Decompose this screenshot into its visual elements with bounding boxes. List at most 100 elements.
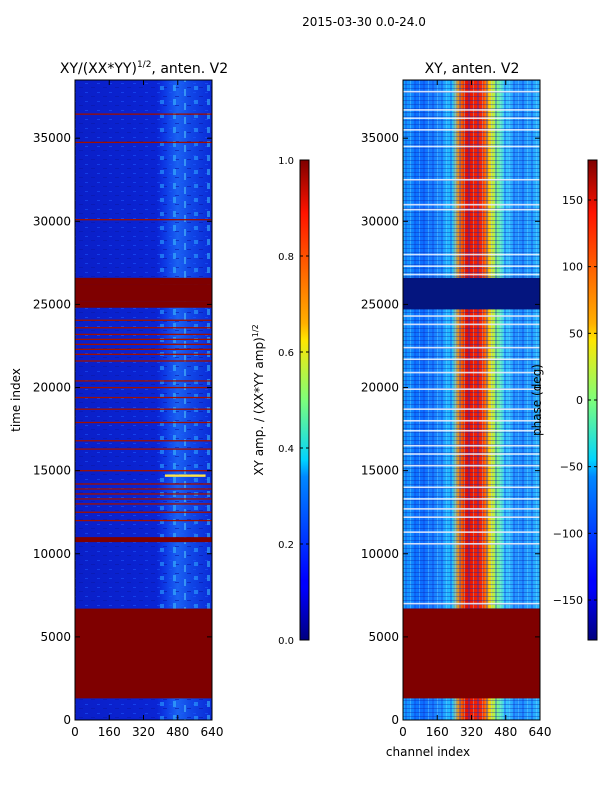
- amplitude-colorbar: 0.0 0.2 0.4 0.6 0.8 1.0 XY amp. / (XX*YY amp)…: [251, 156, 310, 647]
- left-panel-title: XY/(XX*YY)1/2, anten. V2: [60, 60, 228, 77]
- right-gap-line: [403, 129, 540, 131]
- left-flag-line: [75, 396, 212, 399]
- right-y-tick-label: 20000: [361, 381, 399, 395]
- right-gap-line: [403, 208, 540, 211]
- left-colorbar-tick-label: 0.0: [278, 636, 294, 647]
- left-x-tick-label: 480: [166, 725, 189, 739]
- left-colorbar-tick-label: 0.4: [278, 444, 294, 455]
- right-colorbar-tick-label: −150: [553, 594, 583, 607]
- left-y-tick-label: 5000: [40, 630, 71, 644]
- right-gap-line: [403, 273, 540, 276]
- right-gap-line: [403, 315, 540, 317]
- right-panel-title: XY, anten. V2: [425, 61, 520, 77]
- amplitude-colorbar-gradient: [300, 160, 309, 640]
- right-gap-line: [403, 253, 540, 256]
- phase-colorbar-gradient: [588, 160, 597, 640]
- left-flag-line: [75, 503, 212, 505]
- left-heatmap: [75, 80, 212, 720]
- right-colorbar-tick-label: 150: [562, 194, 583, 207]
- amplitude-colorbar-frame: [299, 159, 310, 641]
- left-flag-line: [75, 141, 212, 144]
- left-flag-line: [75, 493, 212, 495]
- left-x-tick-label: 320: [132, 725, 155, 739]
- left-y-tick-label: 10000: [33, 547, 71, 561]
- right-gap-line: [403, 516, 540, 518]
- left-y-tick-label: 15000: [33, 464, 71, 478]
- left-saturated-band: [75, 537, 212, 543]
- right-y-tick-label: 25000: [361, 297, 399, 311]
- right-gap-line: [403, 453, 540, 455]
- right-x-tick-label: 480: [494, 725, 517, 739]
- right-heatmap: [403, 80, 540, 720]
- phase-colorbar-label: phase (deg): [530, 364, 544, 436]
- left-flag-line: [75, 319, 212, 321]
- right-y-tick-label: 15000: [361, 464, 399, 478]
- right-colorbar-tick-label: 100: [562, 261, 583, 274]
- left-flag-line: [75, 440, 212, 442]
- right-gap-line: [403, 178, 540, 181]
- phase-panel: XY, anten. V2 0 160 320 480 640 0 5000 10000 15…: [361, 61, 552, 759]
- right-y-tick-label: 30000: [361, 214, 399, 228]
- left-colorbar-tick-label: 0.6: [278, 348, 294, 359]
- right-gap-line: [403, 508, 540, 510]
- left-y-tick-label: 20000: [33, 381, 71, 395]
- right-gap-line: [403, 542, 540, 545]
- left-y-tick-label: 25000: [33, 297, 71, 311]
- right-saturated-band: [403, 608, 540, 699]
- right-gap-line: [403, 429, 540, 432]
- right-gap-line: [403, 419, 540, 422]
- left-saturated-band: [75, 284, 212, 302]
- left-flag-line: [75, 511, 212, 513]
- right-flagged-band: [403, 277, 540, 310]
- right-gap-line: [403, 371, 540, 374]
- left-flag-line: [75, 498, 212, 500]
- right-x-tick-label: 320: [460, 725, 483, 739]
- left-y-tick-label: 30000: [33, 214, 71, 228]
- right-x-tick-label: 0: [399, 725, 407, 739]
- left-flag-line: [75, 448, 212, 450]
- left-flag-line: [75, 519, 212, 522]
- right-gap-line: [403, 408, 540, 410]
- right-gap-line: [403, 109, 540, 111]
- right-y-tick-label: 35000: [361, 131, 399, 145]
- right-gap-line: [403, 346, 540, 349]
- left-flag-line: [75, 348, 212, 350]
- right-gap-line: [403, 498, 540, 500]
- left-saturated-band: [75, 277, 212, 285]
- right-y-tick-label: 0: [391, 713, 399, 727]
- left-flag-line: [75, 327, 212, 329]
- left-flag-line: [75, 338, 212, 341]
- left-flag-line: [75, 219, 212, 221]
- right-gap-line: [403, 531, 540, 533]
- right-x-axis-label: channel index: [386, 745, 470, 759]
- left-flag-line: [75, 380, 212, 382]
- amplitude-colorbar-label: XY amp. / (XX*YY amp)1/2: [251, 324, 266, 475]
- right-gap-line: [403, 388, 540, 390]
- left-colorbar-tick-label: 0.8: [278, 252, 294, 263]
- right-y-tick-label: 10000: [361, 547, 399, 561]
- left-y-axis-label: time index: [9, 368, 23, 432]
- right-gap-line: [403, 117, 540, 120]
- left-flag-line: [75, 470, 212, 472]
- right-gap-line: [403, 265, 540, 267]
- left-y-tick-label: 0: [63, 713, 71, 727]
- right-colorbar-tick-label: −100: [553, 527, 583, 540]
- right-gap-line: [403, 358, 540, 361]
- left-highlight-segment: [164, 474, 206, 477]
- amplitude-ratio-panel: XY/(XX*YY)1/2, anten. V2 0 160 320 480 640 0…: [9, 60, 228, 739]
- right-colorbar-tick-label: 0: [576, 394, 583, 407]
- right-gap-line: [403, 464, 540, 467]
- right-gap-line: [403, 90, 540, 93]
- left-y-tick-label: 35000: [33, 131, 71, 145]
- right-gap-line: [403, 602, 540, 605]
- right-x-tick-label: 160: [426, 725, 449, 739]
- left-colorbar-tick-label: 1.0: [278, 156, 294, 167]
- right-gap-line: [403, 444, 540, 447]
- left-flag-line: [75, 421, 212, 424]
- left-saturated-band: [75, 301, 212, 308]
- left-flag-line: [75, 343, 212, 346]
- left-flag-line: [75, 483, 212, 485]
- left-x-tick-label: 0: [71, 725, 79, 739]
- left-flag-line: [75, 386, 212, 389]
